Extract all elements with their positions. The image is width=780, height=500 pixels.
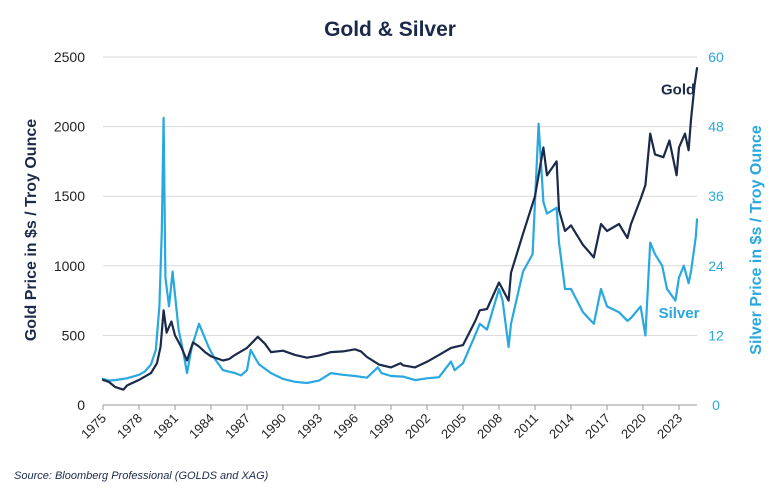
left-tick-label: 0: [77, 397, 85, 413]
silver-series-line: [101, 116, 699, 385]
series-annotations: Gold Silver: [659, 82, 700, 322]
x-tick-label: 2020: [618, 411, 649, 442]
x-tick-label: 1978: [114, 411, 145, 442]
x-tick-label: 2008: [474, 411, 505, 442]
gold-label: Gold: [661, 82, 695, 99]
right-tick-label: 60: [708, 49, 724, 65]
right-tick-label: 12: [708, 327, 724, 343]
series-lines: [101, 66, 699, 391]
x-tick-label: 1993: [294, 411, 325, 442]
x-tick-label: 1984: [186, 411, 217, 442]
left-y-axis: 0 500 1000 1500 2000 2500: [54, 49, 85, 413]
x-tick-label: 2002: [402, 411, 433, 442]
x-tick-label: 2023: [654, 411, 685, 442]
x-tick-label: 2017: [582, 411, 613, 442]
right-tick-label: 48: [708, 119, 724, 135]
x-tick-label: 1999: [366, 411, 397, 442]
x-tick-label: 2011: [511, 411, 541, 441]
x-tick-label: 1981: [150, 411, 181, 442]
silver-label: Silver: [659, 305, 700, 322]
gridlines: [103, 56, 697, 336]
chart-title: Gold & Silver: [324, 18, 456, 41]
left-axis-label: Gold Price in $s / Troy Ounce: [23, 119, 40, 341]
source-note: Source: Bloomberg Professional (GOLDS an…: [14, 470, 269, 482]
right-tick-label: 36: [708, 188, 724, 204]
left-tick-label: 500: [62, 327, 86, 343]
gold-series-line: [101, 66, 699, 391]
left-tick-label: 2500: [54, 49, 85, 65]
right-axis-label: Silver Price in $s / Troy Ounce: [748, 125, 765, 355]
x-tick-label: 1975: [78, 411, 109, 442]
left-tick-label: 1500: [54, 188, 85, 204]
left-tick-label: 2000: [54, 119, 85, 135]
left-tick-label: 1000: [54, 258, 85, 274]
x-tick-label: 1987: [222, 411, 253, 442]
x-tick-label: 1990: [258, 411, 289, 442]
x-tick-label: 2005: [438, 411, 469, 442]
x-tick-label: 2014: [546, 411, 577, 442]
right-y-axis: 0 12 24 36 48 60: [708, 49, 724, 413]
right-tick-label: 24: [708, 258, 724, 274]
x-tick-label: 1996: [330, 411, 361, 442]
x-axis: 1975 1978 1981 1984 1987 1990 1993 1996 1999 2002…: [78, 404, 697, 442]
right-tick-label: 0: [712, 397, 720, 413]
